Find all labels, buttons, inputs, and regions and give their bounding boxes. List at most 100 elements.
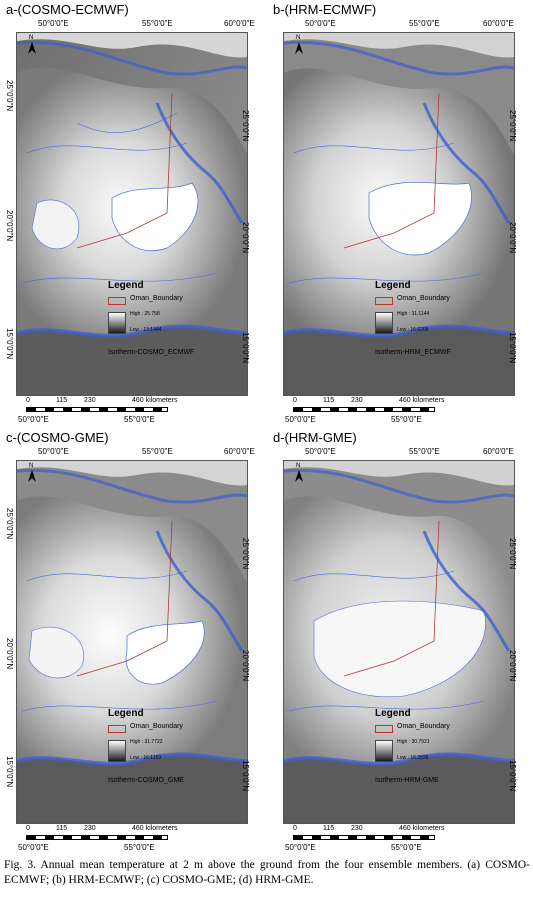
map-canvas bbox=[284, 33, 514, 395]
scale-ruler bbox=[293, 407, 435, 412]
legend-low: Low : 16.6209 bbox=[397, 327, 429, 333]
lat-label: 15°0'0"N bbox=[508, 760, 517, 792]
scale-tick: 0 bbox=[293, 825, 297, 832]
scale-tick: 0 bbox=[26, 397, 30, 404]
lat-label: 25°0'0"N bbox=[5, 508, 14, 540]
panel-title: a-(COSMO-ECMWF) bbox=[6, 2, 129, 17]
lat-label: 25°0'0"N bbox=[508, 538, 517, 570]
scale-bar: 0 115 230 460 kilometers bbox=[18, 825, 218, 841]
scale-bar: 0 115 230 460 kilometers bbox=[18, 397, 218, 413]
legend-high: High : 30.7921 bbox=[397, 739, 430, 745]
map-panel-c: c-(COSMO-GME) 50°0'0"E 55°0'0"E 60°0'0"E… bbox=[4, 430, 266, 855]
lon-label: 55°0'0"E bbox=[142, 19, 173, 28]
lon-label: 55°0'0"E bbox=[142, 447, 173, 456]
map-canvas bbox=[17, 33, 247, 395]
north-arrow-icon: N bbox=[293, 463, 305, 484]
lon-label: 55°0'0"E bbox=[409, 447, 440, 456]
lat-label: 25°0'0"N bbox=[508, 110, 517, 142]
lon-label: 55°0'0"E bbox=[391, 415, 422, 424]
lat-label: 15°0'0"N bbox=[241, 760, 250, 792]
boundary-label: Oman_Boundary bbox=[397, 723, 450, 730]
isotherm-label: Isotherm-HRM_ECMWF bbox=[375, 349, 451, 356]
boundary-swatch bbox=[375, 725, 393, 733]
scale-tick: 460 kilometers bbox=[399, 825, 445, 832]
isotherm-label: Isotherm-HRM-GME bbox=[375, 777, 439, 784]
legend-title: Legend bbox=[375, 708, 411, 719]
lon-label: 55°0'0"E bbox=[124, 415, 155, 424]
boundary-label: Oman_Boundary bbox=[130, 723, 183, 730]
lat-label: 15°0'0"N bbox=[5, 756, 14, 788]
lat-label: 15°0'0"N bbox=[241, 332, 250, 364]
lat-label: 20°0'0"N bbox=[508, 222, 517, 254]
lon-label: 60°0'0"E bbox=[483, 447, 514, 456]
lon-label: 50°0'0"E bbox=[305, 19, 336, 28]
scale-ruler bbox=[26, 407, 168, 412]
panel-title: b-(HRM-ECMWF) bbox=[273, 2, 377, 17]
isotherm-label: Isotherm-COSMO_GME bbox=[108, 777, 184, 784]
lon-label: 50°0'0"E bbox=[305, 447, 336, 456]
lon-label: 50°0'0"E bbox=[285, 415, 316, 424]
lat-label: 25°0'0"N bbox=[241, 110, 250, 142]
panel-title: d-(HRM-GME) bbox=[273, 430, 357, 445]
lon-label: 60°0'0"E bbox=[483, 19, 514, 28]
scale-bar: 0 115 230 460 kilometers bbox=[285, 397, 485, 413]
scale-tick: 460 kilometers bbox=[132, 397, 178, 404]
lon-label: 60°0'0"E bbox=[224, 19, 255, 28]
lon-label: 50°0'0"E bbox=[38, 447, 69, 456]
scale-ruler bbox=[293, 835, 435, 840]
legend-low: Low : 16.2826 bbox=[397, 755, 429, 761]
north-label: N bbox=[29, 463, 34, 469]
scale-tick: 460 kilometers bbox=[132, 825, 178, 832]
lat-label: 20°0'0"N bbox=[5, 638, 14, 670]
scale-tick: 230 bbox=[351, 825, 363, 832]
boundary-label: Oman_Boundary bbox=[130, 295, 183, 302]
scale-tick: 115 bbox=[323, 397, 335, 404]
scale-tick: 115 bbox=[56, 825, 68, 832]
north-label: N bbox=[296, 463, 301, 469]
lat-label: 25°0'0"N bbox=[241, 538, 250, 570]
lat-label: 20°0'0"N bbox=[5, 210, 14, 242]
legend-low: Low : 16.1159 bbox=[130, 755, 162, 761]
north-arrow-icon: N bbox=[26, 463, 38, 484]
temperature-map bbox=[283, 32, 515, 396]
lon-label: 60°0'0"E bbox=[224, 447, 255, 456]
lon-label: 50°0'0"E bbox=[285, 843, 316, 852]
scale-tick: 230 bbox=[351, 397, 363, 404]
scale-tick: 115 bbox=[56, 397, 68, 404]
lon-label: 55°0'0"E bbox=[124, 843, 155, 852]
lon-label: 50°0'0"E bbox=[18, 843, 49, 852]
north-arrow-icon: N bbox=[293, 35, 305, 56]
lon-label: 50°0'0"E bbox=[18, 415, 49, 424]
map-panel-d: d-(HRM-GME) 50°0'0"E 55°0'0"E 60°0'0"E 2… bbox=[271, 430, 533, 855]
scale-ruler bbox=[26, 835, 168, 840]
boundary-label: Oman_Boundary bbox=[397, 295, 450, 302]
temperature-ramp bbox=[375, 740, 393, 762]
scale-tick: 115 bbox=[323, 825, 335, 832]
scale-tick: 0 bbox=[293, 397, 297, 404]
boundary-swatch bbox=[108, 297, 126, 305]
boundary-swatch bbox=[108, 725, 126, 733]
isotherm-label: Isotherm-COSMO_ECMWF bbox=[108, 349, 195, 356]
scale-tick: 230 bbox=[84, 825, 96, 832]
lat-label: 15°0'0"N bbox=[5, 328, 14, 360]
lat-label: 20°0'0"N bbox=[508, 650, 517, 682]
legend-low: Low : 13.1444 bbox=[130, 327, 162, 333]
north-label: N bbox=[296, 35, 301, 41]
lat-label: 20°0'0"N bbox=[241, 222, 250, 254]
scale-bar: 0 115 230 460 kilometers bbox=[285, 825, 485, 841]
scale-tick: 0 bbox=[26, 825, 30, 832]
temperature-ramp bbox=[108, 312, 126, 334]
map-canvas bbox=[17, 461, 247, 823]
map-canvas bbox=[284, 461, 514, 823]
legend-high: High : 31.7722 bbox=[130, 739, 163, 745]
legend-title: Legend bbox=[108, 708, 144, 719]
map-panel-a: a-(COSMO-ECMWF) 50°0'0"E 55°0'0"E 60°0'0… bbox=[4, 2, 266, 427]
panel-title: c-(COSMO-GME) bbox=[6, 430, 109, 445]
lat-label: 15°0'0"N bbox=[508, 332, 517, 364]
legend-title: Legend bbox=[375, 280, 411, 291]
legend-high: High : 31.1144 bbox=[397, 311, 430, 317]
map-panel-b: b-(HRM-ECMWF) 50°0'0"E 55°0'0"E 60°0'0"E… bbox=[271, 2, 533, 427]
legend-title: Legend bbox=[108, 280, 144, 291]
lon-label: 50°0'0"E bbox=[38, 19, 69, 28]
lat-label: 25°0'0"N bbox=[5, 80, 14, 112]
